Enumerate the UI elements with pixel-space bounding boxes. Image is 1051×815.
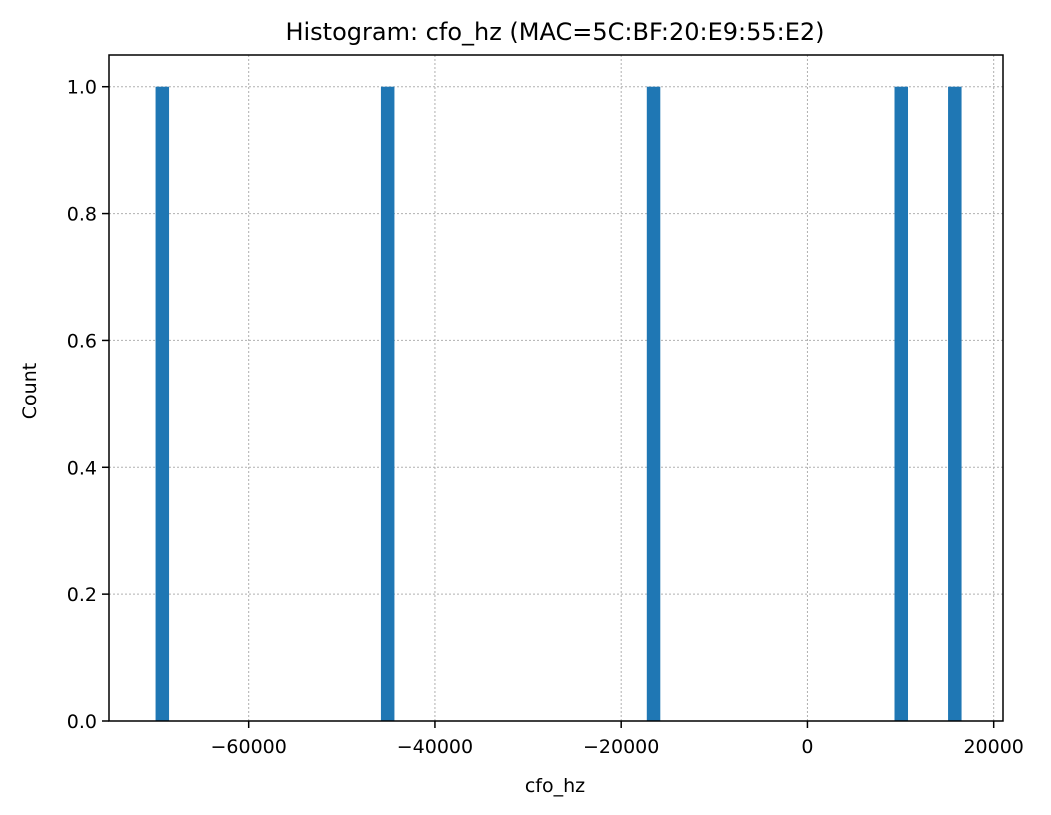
y-tick-label: 0.0 [67, 711, 97, 733]
chart-title: Histogram: cfo_hz (MAC=5C:BF:20:E9:55:E2… [285, 18, 824, 46]
y-tick-label: 0.4 [67, 457, 97, 479]
bars-layer [155, 86, 962, 721]
x-tick-label: 0 [801, 736, 813, 758]
grid-layer [109, 55, 1003, 722]
x-tick-label: −40000 [397, 736, 473, 758]
y-tick-label: 0.8 [67, 204, 97, 226]
y-tick-label: 0.6 [67, 330, 97, 352]
y-tick-label: 0.2 [67, 584, 97, 606]
histogram-bar [646, 86, 661, 721]
y-axis-label: Count [19, 363, 41, 419]
x-tick-label: −20000 [583, 736, 659, 758]
x-axis-label: cfo_hz [525, 775, 585, 797]
histogram-bar [155, 86, 170, 721]
histogram-bar [894, 86, 909, 721]
x-tick-label: −60000 [211, 736, 287, 758]
axes-layer: −60000 −40000 −20000 0 20000 0.0 0.2 0.4 0.6 0.8 1… [67, 54, 1024, 758]
histogram-bar [380, 86, 395, 721]
plot-frame [108, 54, 1004, 722]
histogram-bar [948, 86, 962, 721]
y-tick-label: 1.0 [67, 77, 97, 99]
x-tick-label: 20000 [963, 736, 1023, 758]
